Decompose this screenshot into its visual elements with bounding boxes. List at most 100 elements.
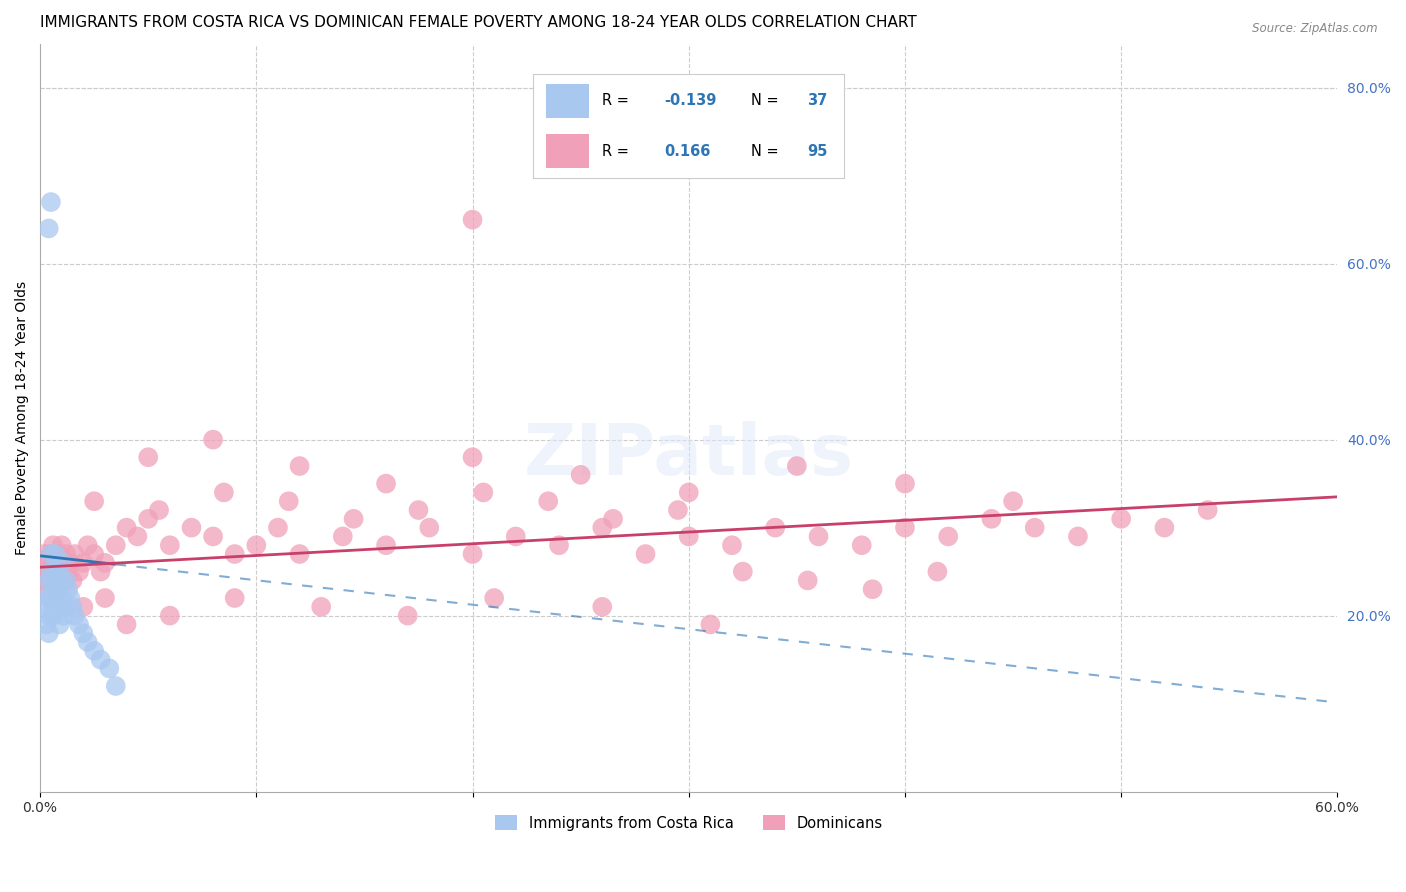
Point xyxy=(472,485,495,500)
Point xyxy=(76,635,98,649)
Point xyxy=(1002,494,1025,508)
Point xyxy=(83,547,105,561)
Point xyxy=(602,512,624,526)
Point xyxy=(62,599,84,614)
Point xyxy=(927,565,949,579)
Point xyxy=(721,538,744,552)
Point xyxy=(505,529,527,543)
Point xyxy=(418,521,440,535)
Point xyxy=(731,565,754,579)
Point xyxy=(38,574,60,588)
Point xyxy=(35,591,58,605)
Point xyxy=(39,547,62,561)
Text: IMMIGRANTS FROM COSTA RICA VS DOMINICAN FEMALE POVERTY AMONG 18-24 YEAR OLDS COR: IMMIGRANTS FROM COSTA RICA VS DOMINICAN … xyxy=(41,15,917,30)
Point xyxy=(936,529,959,543)
Point xyxy=(38,626,60,640)
Point xyxy=(678,485,700,500)
Point xyxy=(44,547,66,561)
Point xyxy=(39,195,62,210)
Point xyxy=(224,547,246,561)
Point xyxy=(38,582,60,597)
Point xyxy=(72,556,94,570)
Point xyxy=(46,599,69,614)
Point xyxy=(46,565,69,579)
Point xyxy=(44,574,66,588)
Point xyxy=(1067,529,1090,543)
Point xyxy=(39,547,62,561)
Point xyxy=(51,565,73,579)
Point xyxy=(1153,521,1175,535)
Point xyxy=(42,608,65,623)
Point xyxy=(94,556,117,570)
Point xyxy=(42,538,65,552)
Point xyxy=(180,521,202,535)
Point xyxy=(461,450,484,465)
Point xyxy=(537,494,560,508)
Point xyxy=(332,529,354,543)
Point xyxy=(62,574,84,588)
Point xyxy=(851,538,873,552)
Point xyxy=(51,556,73,570)
Point xyxy=(98,661,121,675)
Point xyxy=(461,547,484,561)
Point xyxy=(461,212,484,227)
Point xyxy=(343,512,366,526)
Point xyxy=(159,538,181,552)
Point xyxy=(48,617,70,632)
Point xyxy=(90,565,112,579)
Point xyxy=(58,582,80,597)
Point xyxy=(83,494,105,508)
Y-axis label: Female Poverty Among 18-24 Year Olds: Female Poverty Among 18-24 Year Olds xyxy=(15,281,30,555)
Point xyxy=(202,529,225,543)
Point xyxy=(55,599,77,614)
Point xyxy=(288,458,311,473)
Point xyxy=(1024,521,1046,535)
Point xyxy=(699,617,721,632)
Point xyxy=(224,591,246,605)
Point xyxy=(52,574,75,588)
Point xyxy=(408,503,430,517)
Point xyxy=(115,617,138,632)
Point xyxy=(375,476,398,491)
Point xyxy=(72,599,94,614)
Point xyxy=(104,538,127,552)
Point xyxy=(980,512,1002,526)
Point xyxy=(59,556,82,570)
Point xyxy=(1109,512,1132,526)
Point xyxy=(42,556,65,570)
Point xyxy=(76,538,98,552)
Point xyxy=(288,547,311,561)
Point xyxy=(309,599,332,614)
Point xyxy=(67,565,90,579)
Point xyxy=(72,626,94,640)
Point xyxy=(894,476,917,491)
Point xyxy=(52,608,75,623)
Point xyxy=(862,582,884,597)
Point xyxy=(666,503,689,517)
Point xyxy=(104,679,127,693)
Point xyxy=(569,467,592,482)
Point xyxy=(678,529,700,543)
Point xyxy=(375,538,398,552)
Point xyxy=(59,591,82,605)
Point xyxy=(34,547,56,561)
Point xyxy=(39,565,62,579)
Point xyxy=(44,565,66,579)
Point xyxy=(148,503,170,517)
Point xyxy=(591,599,613,614)
Point xyxy=(245,538,267,552)
Point xyxy=(38,556,60,570)
Point xyxy=(94,591,117,605)
Point xyxy=(42,574,65,588)
Point xyxy=(46,547,69,561)
Point xyxy=(39,565,62,579)
Point xyxy=(277,494,299,508)
Point xyxy=(159,608,181,623)
Point xyxy=(807,529,830,543)
Point xyxy=(35,574,58,588)
Point xyxy=(39,591,62,605)
Text: ZIPatlas: ZIPatlas xyxy=(523,420,853,490)
Point xyxy=(51,591,73,605)
Point xyxy=(44,582,66,597)
Point xyxy=(90,652,112,666)
